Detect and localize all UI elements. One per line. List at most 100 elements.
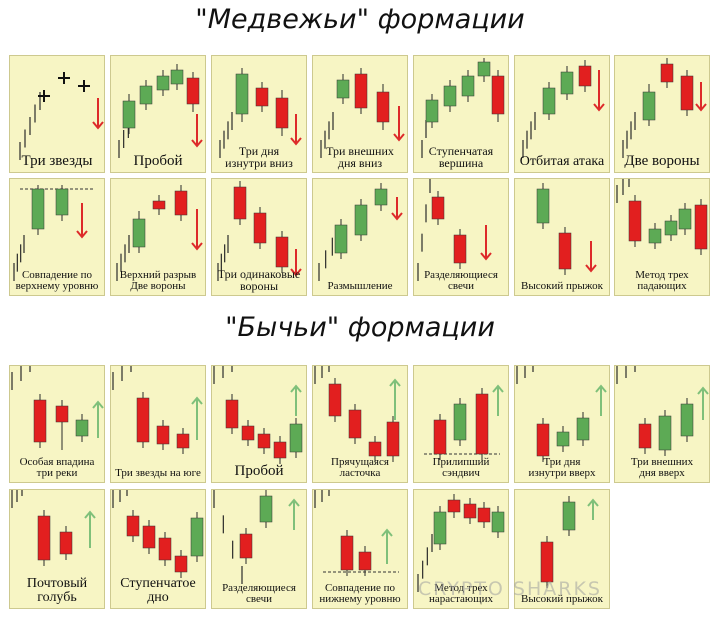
pattern-label: Ступенчатая вершина	[428, 143, 494, 171]
down-arrow-head	[585, 264, 597, 273]
up-arrow-head	[288, 498, 300, 507]
down-arrow-head	[290, 268, 302, 277]
pattern-chart	[13, 185, 94, 281]
bullish-candle	[461, 75, 475, 97]
bullish-pattern-card: Прячущаяся ласточка	[312, 365, 408, 483]
pattern-chart	[11, 366, 104, 450]
down-arrow-head	[593, 103, 605, 112]
bullish-candle	[75, 419, 89, 437]
pattern-label: Прячущаяся ласточка	[331, 455, 389, 480]
bearish-pattern-card: Верхний разрыв Две вороны	[110, 178, 206, 296]
pattern-label: Почтовый голубь	[26, 575, 88, 606]
pattern-label: Высокий прыжок	[521, 280, 603, 293]
down-arrow-head	[480, 252, 492, 261]
bearish-pattern-card: Совпадение по верхнему уровню	[9, 178, 105, 296]
bearish-candle	[433, 419, 447, 455]
bullish-pattern-card: Особая впадина три реки	[9, 365, 105, 483]
pattern-label: Разделяющиеся свечи	[222, 581, 296, 606]
bearish-candle	[453, 234, 467, 264]
up-arrow-head	[389, 378, 401, 387]
bullish-candle	[334, 224, 348, 254]
pattern-label: Три одинаковые вороны	[217, 266, 301, 294]
pattern-chart	[217, 181, 302, 281]
pattern-chart	[540, 496, 599, 588]
bullish-pattern-card: Высокий прыжок	[514, 489, 610, 609]
bearish-pattern-card: Ступенчатая вершина	[413, 55, 509, 173]
bullish-candle	[374, 188, 388, 206]
bearish-candle	[275, 236, 289, 268]
down-arrow-head	[76, 230, 88, 239]
bearish-candle	[257, 433, 271, 449]
bullish-candle	[562, 501, 576, 531]
bearish-pattern-card: Высокий прыжок	[514, 178, 610, 296]
bearish-candle	[386, 421, 400, 457]
bullish-candle	[122, 100, 136, 129]
pattern-chart	[536, 183, 597, 275]
up-arrow-head	[587, 498, 599, 507]
bullish-candle	[170, 69, 184, 85]
pattern-label: Отбитая атака	[519, 154, 605, 170]
pattern-chart	[417, 494, 505, 592]
bearish-candle	[126, 515, 140, 537]
pattern-chart	[616, 366, 709, 456]
bearish-candle	[142, 525, 156, 549]
pattern-chart	[112, 366, 203, 454]
pattern-chart	[314, 366, 401, 462]
bearish-candle	[558, 232, 572, 270]
down-arrow-head	[391, 212, 403, 221]
bearish-title: "Медвежьи" формации	[195, 4, 525, 35]
pattern-chart	[424, 384, 504, 460]
pattern-chart	[11, 490, 96, 566]
pattern-label: Совпадение по нижнему уровню	[319, 581, 401, 606]
bullish-pattern-card: Пробой	[211, 365, 307, 483]
pattern-label: Метод трех падающих	[635, 268, 689, 293]
bearish-candle	[225, 399, 239, 429]
pattern-label: Разделяющиеся свечи	[424, 268, 498, 293]
bearish-candle	[368, 441, 382, 457]
bearish-candle	[59, 531, 73, 555]
bearish-candle	[694, 204, 708, 250]
bearish-candle	[475, 393, 489, 455]
bullish-candle	[536, 188, 550, 224]
pattern-label: Три дня изнутри вниз	[225, 143, 293, 171]
bullish-pattern-card: Ступенчатое дно	[110, 489, 206, 609]
pattern-label: Прилипший сэндвич	[432, 455, 490, 480]
bearish-candle	[239, 533, 253, 559]
bearish-candle	[376, 91, 390, 123]
pattern-chart	[522, 60, 605, 158]
bearish-candle	[638, 423, 652, 449]
pattern-label: Две вороны	[624, 153, 700, 170]
bearish-candle	[33, 399, 47, 443]
bullish-candle	[556, 431, 570, 447]
pattern-label: Метод трех нарастающих	[429, 581, 493, 606]
bearish-candle	[491, 75, 505, 115]
bearish-pattern-card: Разделяющиеся свечи	[413, 178, 509, 296]
bearish-pattern-card: Три дня изнутри вниз	[211, 55, 307, 173]
bearish-candle	[328, 383, 342, 417]
bullish-candle	[658, 415, 672, 451]
bearish-candle	[340, 535, 354, 571]
bullish-candle	[680, 403, 694, 437]
bearish-candle	[358, 551, 372, 571]
down-arrow-head	[393, 133, 405, 142]
pattern-chart	[616, 179, 708, 255]
bearish-pattern-card: Размышление	[312, 178, 408, 296]
bullish-candle	[354, 204, 368, 236]
bearish-candle	[680, 75, 694, 111]
pattern-chart	[112, 490, 204, 578]
bullish-candle	[560, 71, 574, 95]
bullish-candle	[235, 73, 249, 115]
bearish-candle	[174, 555, 188, 573]
bearish-candle	[628, 200, 642, 242]
pattern-label: Совпадение по верхнему уровню	[15, 268, 99, 293]
bullish-candle	[576, 417, 590, 441]
pattern-label: Верхний разрыв Две вороны	[119, 268, 197, 293]
bearish-candle	[233, 186, 247, 220]
bearish-candle	[477, 507, 491, 523]
up-arrow-head	[290, 384, 302, 393]
bullish-pattern-card: Совпадение по нижнему уровню	[312, 489, 408, 609]
pattern-label: Три звезды на юге	[115, 467, 201, 480]
bullish-candle	[642, 91, 656, 121]
pattern-label: Три звезды	[21, 153, 93, 170]
bullish-pattern-card: Три звезды на юге	[110, 365, 206, 483]
